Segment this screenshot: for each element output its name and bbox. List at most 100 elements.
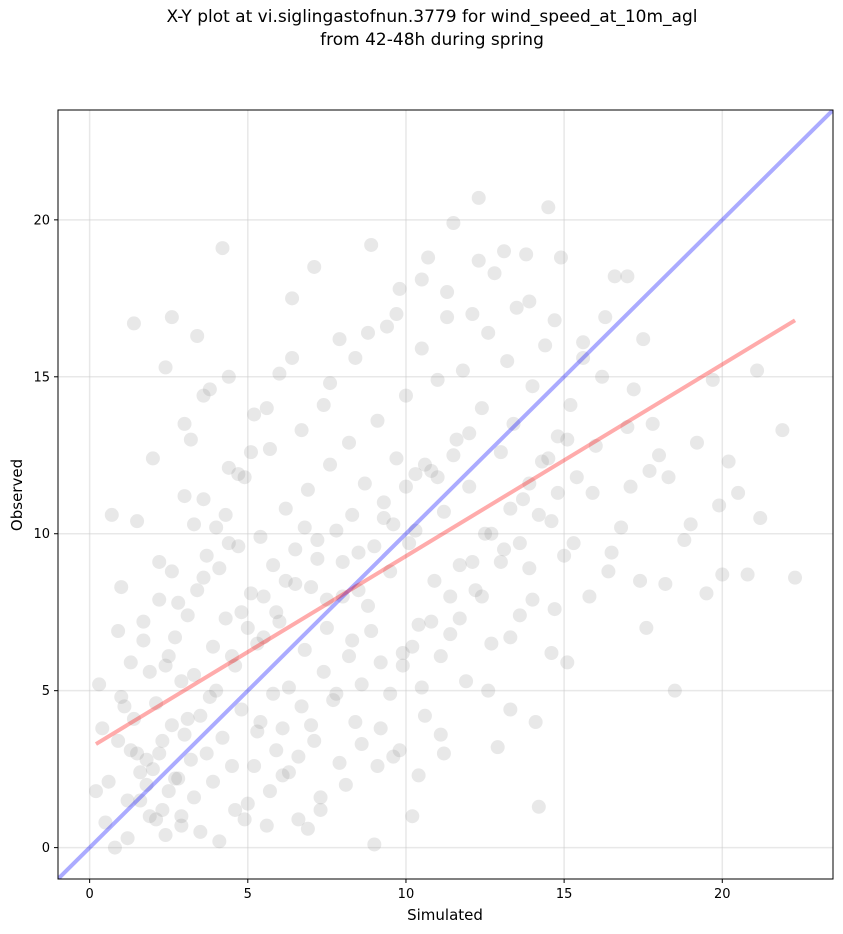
data-point bbox=[525, 379, 540, 394]
data-point bbox=[316, 664, 331, 679]
data-point bbox=[307, 733, 322, 748]
data-point bbox=[275, 768, 290, 783]
y-tick-label: 10 bbox=[33, 527, 50, 542]
data-point bbox=[547, 313, 562, 328]
data-point bbox=[411, 617, 426, 632]
data-point bbox=[560, 432, 575, 447]
data-point bbox=[111, 733, 126, 748]
data-point bbox=[142, 809, 157, 824]
data-point bbox=[516, 492, 530, 507]
data-point bbox=[104, 507, 119, 522]
data-point bbox=[212, 834, 227, 849]
data-point bbox=[329, 686, 344, 701]
data-point bbox=[544, 514, 559, 529]
data-point bbox=[224, 649, 239, 664]
data-point bbox=[531, 507, 546, 522]
x-tick-label: 0 bbox=[85, 887, 93, 902]
data-point bbox=[240, 796, 255, 811]
data-point bbox=[196, 570, 211, 585]
data-point bbox=[319, 620, 334, 635]
chart-title-line-2: from 42-48h during spring bbox=[320, 30, 544, 50]
data-point bbox=[152, 554, 167, 569]
data-point bbox=[272, 366, 287, 381]
data-point bbox=[373, 655, 388, 670]
data-point bbox=[177, 489, 192, 504]
x-tick-label: 10 bbox=[398, 887, 415, 902]
data-point bbox=[158, 828, 173, 843]
data-point bbox=[497, 542, 512, 557]
data-point bbox=[253, 529, 268, 544]
data-point bbox=[411, 768, 426, 783]
data-point bbox=[278, 573, 293, 588]
data-point bbox=[478, 526, 493, 541]
data-point bbox=[639, 620, 654, 635]
data-point bbox=[645, 416, 660, 431]
data-point bbox=[228, 658, 243, 673]
data-point bbox=[452, 558, 467, 573]
data-point bbox=[436, 746, 451, 761]
data-point bbox=[123, 655, 138, 670]
data-point bbox=[168, 630, 183, 645]
data-point bbox=[443, 627, 458, 642]
data-point bbox=[414, 272, 429, 287]
data-point bbox=[133, 765, 148, 780]
data-point bbox=[307, 259, 322, 274]
data-point bbox=[117, 699, 132, 714]
data-point bbox=[177, 727, 192, 742]
data-point bbox=[107, 840, 122, 855]
data-point bbox=[202, 382, 217, 397]
data-point bbox=[240, 620, 255, 635]
data-point bbox=[626, 382, 641, 397]
data-point bbox=[291, 812, 306, 827]
data-point bbox=[512, 536, 527, 551]
data-point bbox=[161, 649, 176, 664]
data-point bbox=[256, 589, 271, 604]
data-point bbox=[452, 611, 467, 626]
data-point bbox=[376, 511, 391, 526]
data-point bbox=[152, 746, 167, 761]
data-point bbox=[389, 451, 404, 466]
x-tick-label: 15 bbox=[556, 887, 573, 902]
data-point bbox=[234, 605, 249, 620]
data-point bbox=[462, 426, 477, 441]
data-point bbox=[88, 784, 103, 799]
y-tick-label: 15 bbox=[33, 370, 50, 385]
grid-layer bbox=[58, 110, 833, 879]
data-point bbox=[262, 441, 277, 456]
data-point bbox=[294, 699, 309, 714]
data-point bbox=[715, 567, 730, 582]
data-point bbox=[576, 350, 591, 365]
data-point bbox=[503, 501, 518, 516]
data-point bbox=[500, 354, 515, 369]
data-point bbox=[183, 752, 198, 767]
data-point bbox=[269, 743, 284, 758]
data-point bbox=[585, 485, 600, 500]
data-point bbox=[566, 536, 581, 551]
data-point bbox=[224, 759, 239, 774]
data-point bbox=[215, 241, 230, 256]
data-point bbox=[294, 423, 309, 438]
data-point bbox=[531, 799, 546, 814]
data-point bbox=[598, 310, 613, 325]
data-point bbox=[92, 677, 107, 692]
data-point bbox=[272, 614, 287, 629]
data-point bbox=[136, 633, 151, 648]
data-point bbox=[462, 479, 477, 494]
data-point bbox=[171, 595, 186, 610]
data-point bbox=[433, 649, 448, 664]
data-point bbox=[190, 328, 205, 343]
data-point bbox=[231, 539, 246, 554]
data-point bbox=[120, 831, 135, 846]
data-point bbox=[250, 636, 265, 651]
data-point bbox=[221, 536, 236, 551]
data-point bbox=[243, 445, 258, 460]
data-point bbox=[402, 536, 417, 551]
data-point bbox=[332, 755, 347, 770]
data-point bbox=[313, 790, 328, 805]
data-point bbox=[522, 294, 537, 309]
data-point bbox=[123, 743, 138, 758]
data-point bbox=[421, 250, 436, 265]
data-point bbox=[139, 777, 154, 792]
data-point bbox=[576, 335, 591, 350]
data-point bbox=[364, 624, 379, 639]
